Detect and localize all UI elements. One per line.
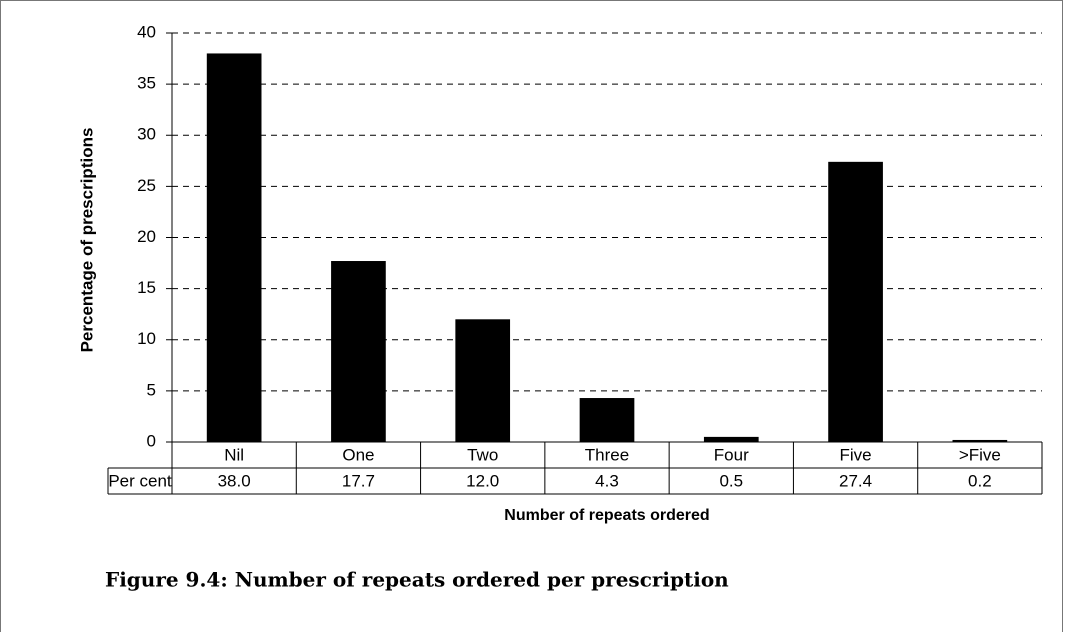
chart-title: Figure 9.4: Number of repeats ordered pe… bbox=[105, 568, 729, 592]
x-axis-label: Number of repeats ordered bbox=[504, 507, 709, 524]
table-value: 38.0 bbox=[218, 471, 251, 490]
x-tick-label: Three bbox=[585, 445, 629, 464]
table-value: 27.4 bbox=[839, 471, 872, 490]
table-value: 0.5 bbox=[719, 471, 743, 490]
y-axis-label: Percentage of prescriptions bbox=[77, 128, 96, 353]
table-value: 4.3 bbox=[595, 471, 619, 490]
table-value: 17.7 bbox=[342, 471, 375, 490]
x-tick-label: Four bbox=[714, 445, 749, 464]
table-value: 12.0 bbox=[466, 471, 499, 490]
x-tick-label: Two bbox=[467, 445, 498, 464]
y-tick-label: 20 bbox=[137, 227, 156, 246]
x-tick-label: >Five bbox=[959, 445, 1001, 464]
y-tick-label: 5 bbox=[147, 380, 156, 399]
y-tick-label: 30 bbox=[137, 125, 156, 144]
bar bbox=[455, 319, 511, 442]
x-tick-label: Nil bbox=[224, 445, 244, 464]
x-tick-label: One bbox=[342, 445, 374, 464]
bar bbox=[952, 439, 1008, 442]
table-row-label: Per cent bbox=[108, 471, 172, 490]
table-value: 0.2 bbox=[968, 471, 992, 490]
bar bbox=[579, 398, 635, 442]
y-tick-label: 35 bbox=[137, 74, 156, 93]
y-tick-label: 40 bbox=[137, 22, 156, 41]
y-tick-label: 15 bbox=[137, 278, 156, 297]
y-tick-label: 10 bbox=[137, 329, 156, 348]
y-tick-label: 25 bbox=[137, 176, 156, 195]
bar bbox=[703, 436, 759, 442]
bar bbox=[828, 161, 883, 442]
bar bbox=[206, 53, 262, 442]
y-tick-label: 0 bbox=[147, 431, 156, 450]
bar bbox=[331, 261, 386, 442]
x-tick-label: Five bbox=[840, 445, 872, 464]
